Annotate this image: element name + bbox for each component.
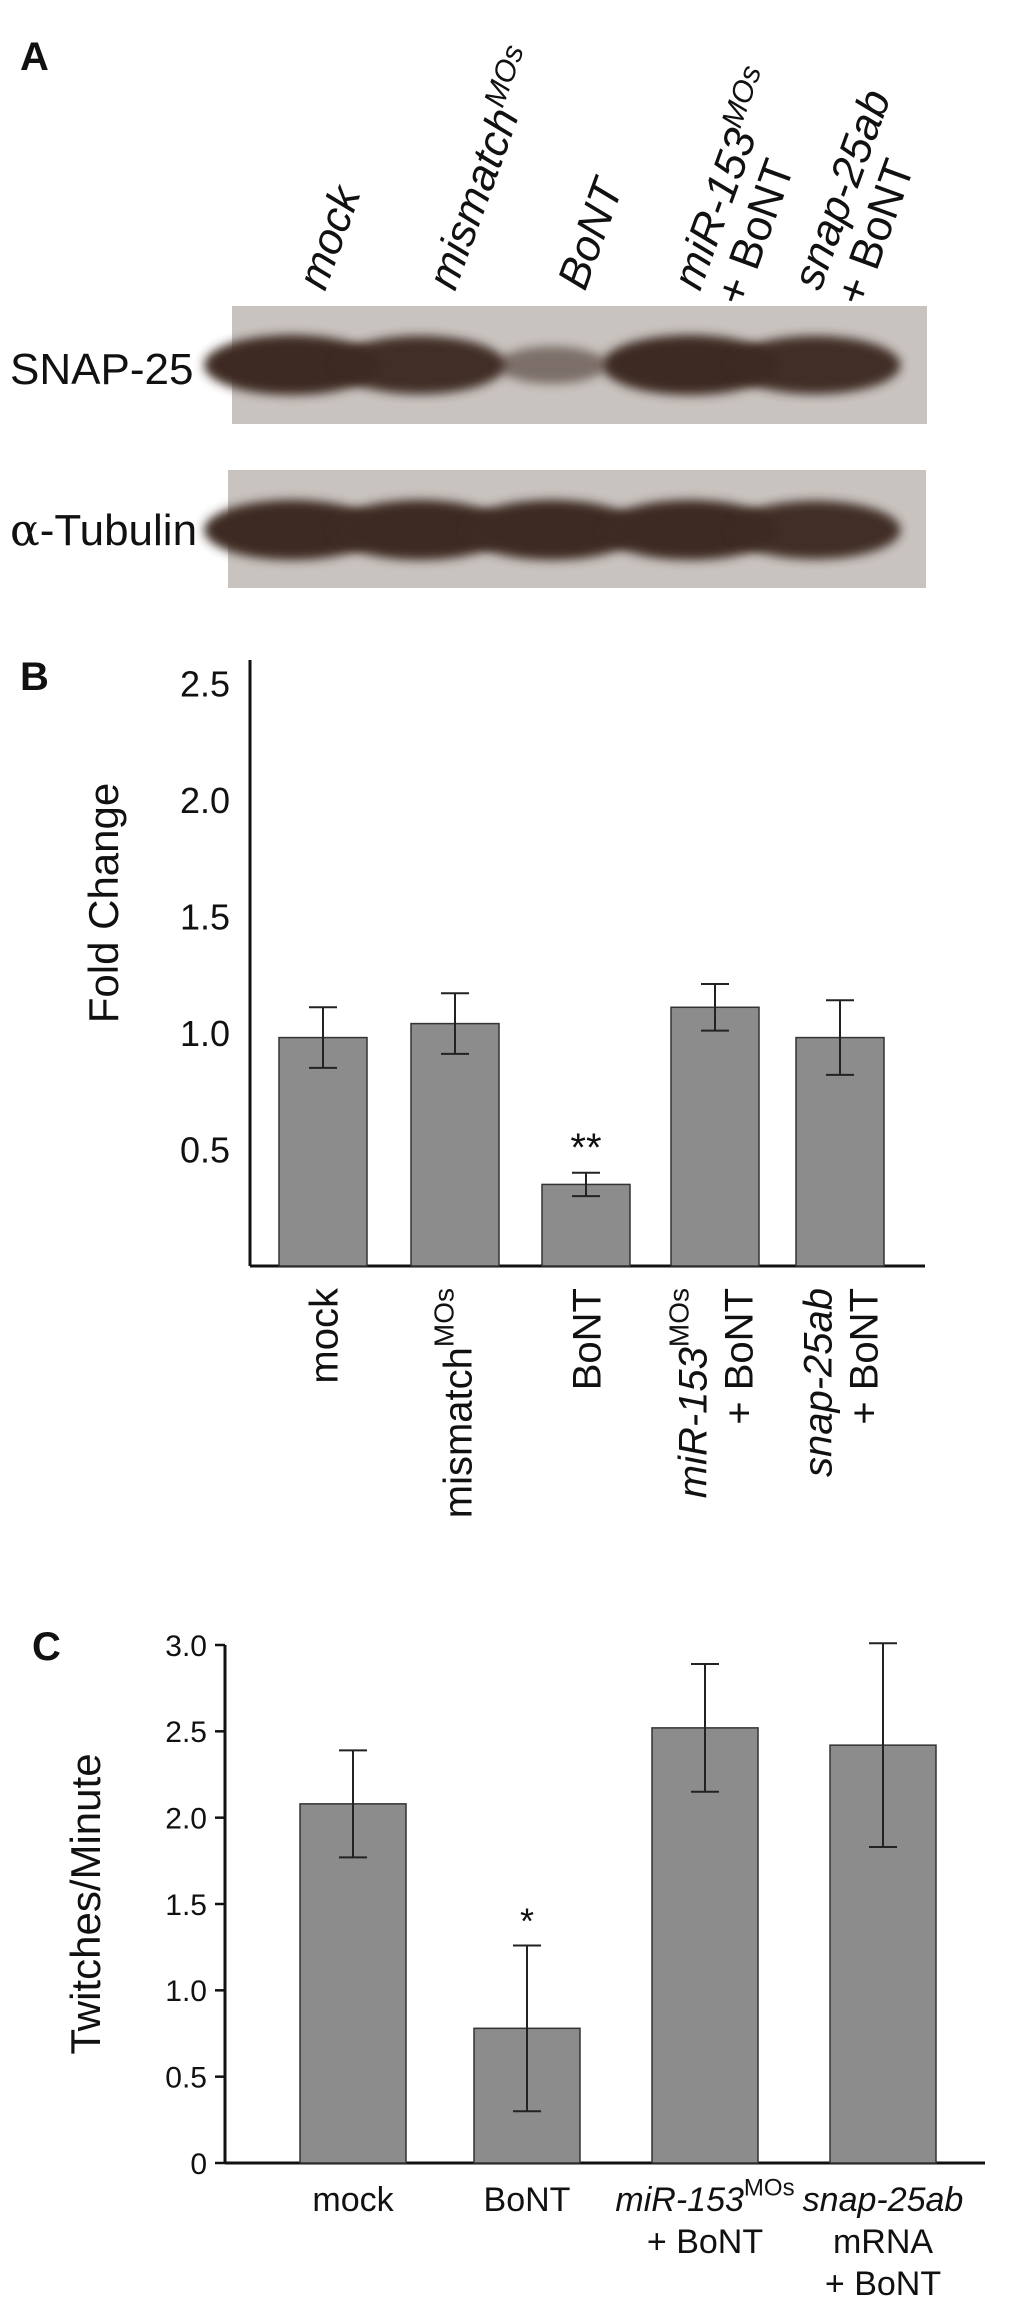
y-tick-label: 0.5 — [165, 2061, 207, 2094]
bar — [651, 1727, 759, 2164]
snap25-band — [729, 335, 901, 395]
snap25-band — [497, 346, 607, 384]
x-category-label: snap-25ab+ BoNT — [796, 1288, 886, 1477]
y-axis-label: Fold Change — [80, 783, 127, 1024]
lane-label-superscript: MOs — [478, 41, 531, 112]
x-category-text: BoNT — [484, 2181, 571, 2219]
bar — [278, 1036, 368, 1267]
y-tick-label: 2.0 — [165, 1802, 207, 1835]
tubulin-band — [602, 500, 778, 560]
x-category-superscript: MOs — [744, 2175, 795, 2202]
tubulin-band — [332, 500, 508, 560]
panel-label-b: B — [20, 655, 49, 699]
x-category-superscript: MOs — [663, 1288, 694, 1347]
panel-label-c: C — [32, 1625, 61, 1669]
tubulin-label-text: -Tubulin — [40, 506, 197, 555]
x-category-text: + BoNT — [825, 2265, 941, 2303]
x-category-text: + BoNT — [647, 2223, 763, 2261]
x-category-label: mock — [302, 1287, 346, 1384]
tubulin-band — [729, 500, 901, 560]
bar — [670, 1006, 760, 1267]
lane-label-bont: BoNT — [548, 170, 634, 295]
y-tick-label: 2.5 — [165, 1716, 207, 1749]
lane-label-superscript: MOs — [716, 61, 769, 132]
x-category-label: miR-153MOs + BoNT — [663, 1288, 761, 1498]
x-category-text: miR-153 — [671, 1347, 715, 1498]
significance-marker: ** — [570, 1126, 601, 1170]
x-category-label: miR-153MOs + BoNT — [615, 2175, 794, 2261]
y-tick-label: 2.0 — [180, 780, 230, 821]
x-category-superscript: MOs — [428, 1288, 459, 1347]
x-category-label: BoNT — [484, 2181, 571, 2219]
tubulin-band — [204, 500, 380, 560]
x-category-text: miR-153 — [615, 2181, 744, 2219]
y-tick-label: 1.5 — [165, 1889, 207, 1922]
x-category-text: mock — [312, 2181, 394, 2219]
snap25-band — [334, 335, 506, 395]
panel-label-a: A — [20, 35, 49, 79]
lane-label-mock: mock — [288, 178, 371, 295]
lane-label-snap25ab: snap-25ab+ BoNT — [783, 83, 943, 311]
y-tick-label: 1.0 — [165, 1975, 207, 2008]
x-category-text: BoNT — [565, 1288, 609, 1390]
bar — [299, 1803, 407, 2164]
x-category-text: mRNA — [833, 2223, 933, 2261]
lane-label-text: mismatch — [418, 102, 528, 296]
x-category-label: snap-25ab mRNA + BoNT — [803, 2181, 964, 2303]
snap25-row-label: SNAP-25 — [10, 345, 193, 394]
y-tick-label: 0 — [190, 2148, 207, 2181]
x-category-label: mock — [312, 2181, 394, 2219]
blot-bands — [204, 335, 901, 560]
chart-twitches: 0 0.5 1.0 1.5 2.0 2.5 3.0 Twitches/Minute * mock B… — [62, 1630, 985, 2303]
x-category-text: snap-25ab — [803, 2181, 964, 2219]
snap25-band — [602, 335, 778, 395]
y-tick-label: 2.5 — [180, 663, 230, 704]
alpha-symbol: α — [10, 505, 40, 556]
bar — [541, 1183, 631, 1267]
x-category-text: snap-25ab — [796, 1288, 840, 1477]
y-tick-label: 0.5 — [180, 1129, 230, 1170]
chart-fold-change: 0.5 1.0 1.5 2.0 2.5 Fold Change ** mock mismatch… — [80, 660, 925, 1518]
x-category-text: mock — [302, 1287, 346, 1384]
lane-label-mismatch: mismatchMOs — [414, 41, 551, 296]
y-axis-label: Twitches/Minute — [62, 1753, 109, 2054]
y-tick-label: 1.5 — [180, 896, 230, 937]
y-tick-label: 3.0 — [165, 1630, 207, 1663]
x-category-text: + BoNT — [842, 1288, 886, 1425]
tubulin-band — [464, 500, 640, 560]
x-category-label: mismatchMOs — [428, 1288, 480, 1518]
y-tick-label: 1.0 — [180, 1013, 230, 1054]
x-category-text: mismatch — [436, 1347, 480, 1518]
significance-marker: * — [520, 1900, 534, 1941]
bar — [410, 1022, 500, 1267]
lane-label-text: mock — [288, 178, 371, 295]
x-category-label: BoNT — [565, 1288, 609, 1390]
x-category-text: + BoNT — [717, 1288, 761, 1425]
snap25-band — [204, 335, 380, 395]
tubulin-row-label: α-Tubulin — [10, 505, 197, 556]
lane-label-text: BoNT — [548, 170, 634, 295]
